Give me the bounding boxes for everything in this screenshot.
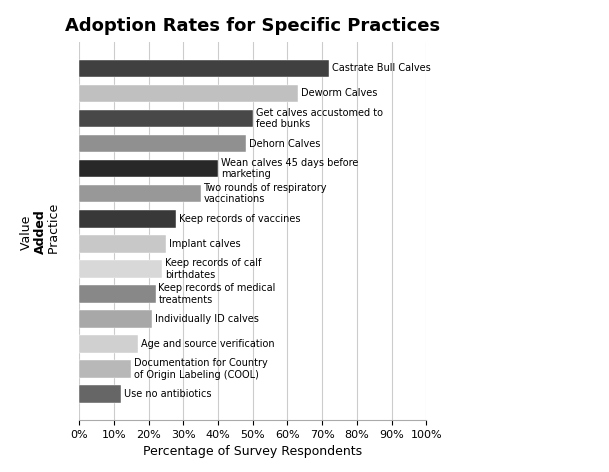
Text: Dehorn Calves: Dehorn Calves [248, 139, 320, 149]
Bar [79, 210, 177, 228]
Text: Documentation for Country
of Origin Labeling (COOL): Documentation for Country of Origin Labe… [134, 358, 268, 380]
Bar [79, 135, 246, 152]
Text: Use no antibiotics: Use no antibiotics [124, 389, 211, 399]
Bar [79, 285, 155, 303]
Text: Age and source verification: Age and source verification [141, 339, 275, 349]
Bar [79, 335, 138, 353]
Bar [79, 59, 329, 77]
Text: Keep records of vaccines: Keep records of vaccines [179, 214, 301, 224]
Bar [79, 185, 200, 202]
Bar [79, 160, 218, 177]
Bar [79, 310, 152, 328]
Bar [79, 235, 166, 253]
Bar [79, 260, 163, 278]
Bar [79, 360, 131, 378]
Text: Implant calves: Implant calves [169, 239, 241, 249]
Text: Castrate Bull Calves: Castrate Bull Calves [332, 63, 431, 74]
Bar [79, 385, 121, 403]
Text: Keep records of medical
treatments: Keep records of medical treatments [158, 283, 276, 305]
Title: Adoption Rates for Specific Practices: Adoption Rates for Specific Practices [65, 17, 440, 35]
Bar [79, 110, 253, 127]
X-axis label: Percentage of Survey Respondents: Percentage of Survey Respondents [143, 446, 362, 458]
Text: Value: Value [20, 212, 33, 251]
Text: Two rounds of respiratory
vaccinations: Two rounds of respiratory vaccinations [203, 183, 327, 204]
Text: Individually ID calves: Individually ID calves [155, 314, 259, 324]
Text: Added: Added [33, 209, 47, 253]
Bar [79, 84, 298, 102]
Text: Wean calves 45 days before
marketing: Wean calves 45 days before marketing [221, 158, 358, 179]
Text: Deworm Calves: Deworm Calves [301, 88, 377, 99]
Text: Keep records of calf
birthdates: Keep records of calf birthdates [165, 258, 262, 280]
Text: Practice: Practice [48, 204, 61, 258]
Text: Get calves accustomed to
feed bunks: Get calves accustomed to feed bunks [256, 108, 382, 129]
